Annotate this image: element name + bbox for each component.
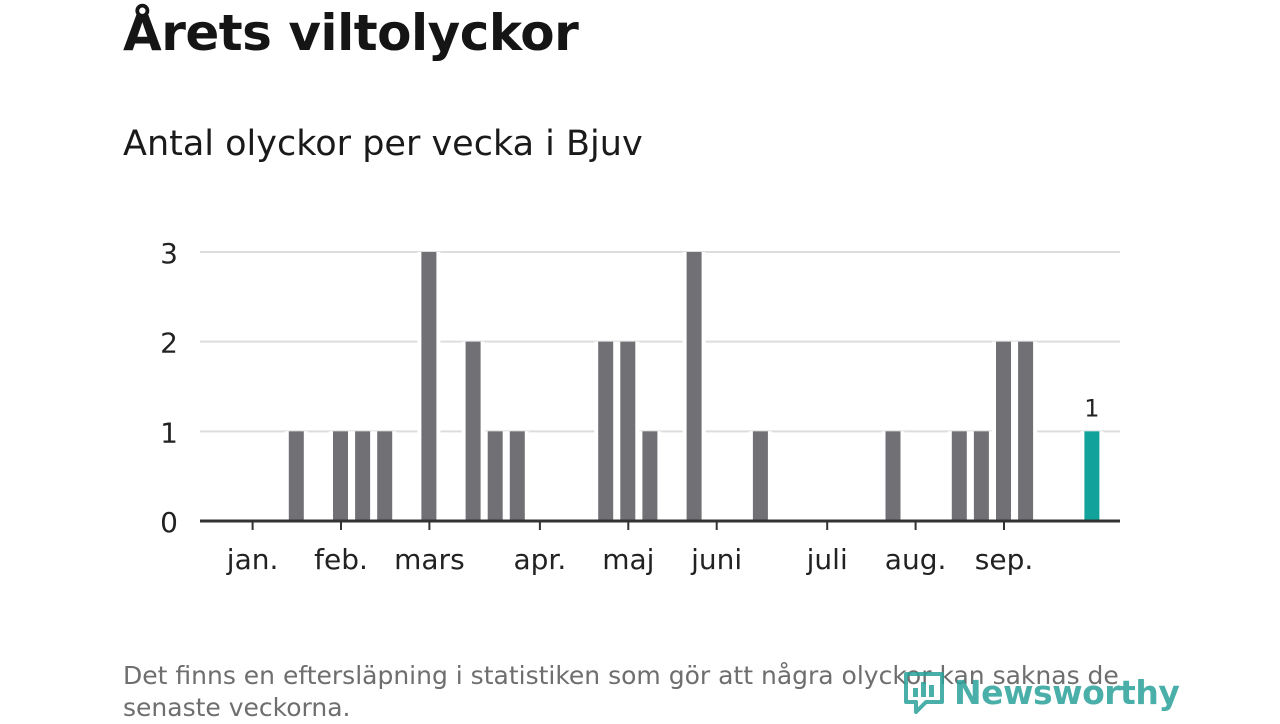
x-tick-label: maj bbox=[602, 543, 654, 576]
x-tick-label: aug. bbox=[885, 543, 947, 576]
bar bbox=[996, 341, 1011, 521]
bar bbox=[509, 431, 525, 521]
bar-highlight bbox=[1084, 431, 1100, 521]
bar bbox=[885, 431, 901, 521]
chart-title: Årets viltolyckor bbox=[123, 4, 579, 62]
bar bbox=[642, 431, 658, 521]
newsworthy-logo-text: Newsworthy bbox=[954, 672, 1180, 712]
newsworthy-logo: Newsworthy bbox=[900, 668, 1180, 716]
bar bbox=[487, 431, 503, 521]
x-tick-label: feb. bbox=[314, 543, 368, 576]
y-tick-label: 3 bbox=[160, 237, 178, 270]
x-tick-label: sep. bbox=[975, 543, 1034, 576]
bar bbox=[620, 341, 636, 521]
x-tick-label: jan. bbox=[226, 543, 279, 576]
bar bbox=[973, 431, 989, 521]
y-tick-label: 2 bbox=[160, 327, 178, 360]
x-tick-label: juni bbox=[690, 543, 742, 576]
footnote: Det finns en eftersläpning i statistiken… bbox=[123, 661, 1119, 722]
bar bbox=[333, 431, 348, 521]
x-tick-label: juli bbox=[806, 543, 848, 576]
bar bbox=[421, 252, 437, 521]
y-tick-label: 1 bbox=[160, 416, 178, 449]
x-tick-label: apr. bbox=[514, 543, 567, 576]
bar bbox=[686, 252, 702, 521]
y-tick-label: 0 bbox=[160, 506, 178, 539]
bar bbox=[1018, 341, 1034, 521]
data-label: 1 bbox=[1084, 394, 1099, 422]
bar bbox=[465, 341, 481, 521]
bar bbox=[598, 341, 614, 521]
bar bbox=[752, 431, 768, 521]
data-label-bg bbox=[1078, 393, 1105, 424]
bar bbox=[288, 431, 304, 521]
newsworthy-logo-icon bbox=[904, 672, 944, 714]
chart-subtitle: Antal olyckor per vecka i Bjuv bbox=[123, 124, 643, 164]
bar bbox=[355, 431, 371, 521]
bar bbox=[951, 431, 967, 521]
bar bbox=[377, 431, 393, 521]
x-tick-label: mars bbox=[394, 543, 465, 576]
